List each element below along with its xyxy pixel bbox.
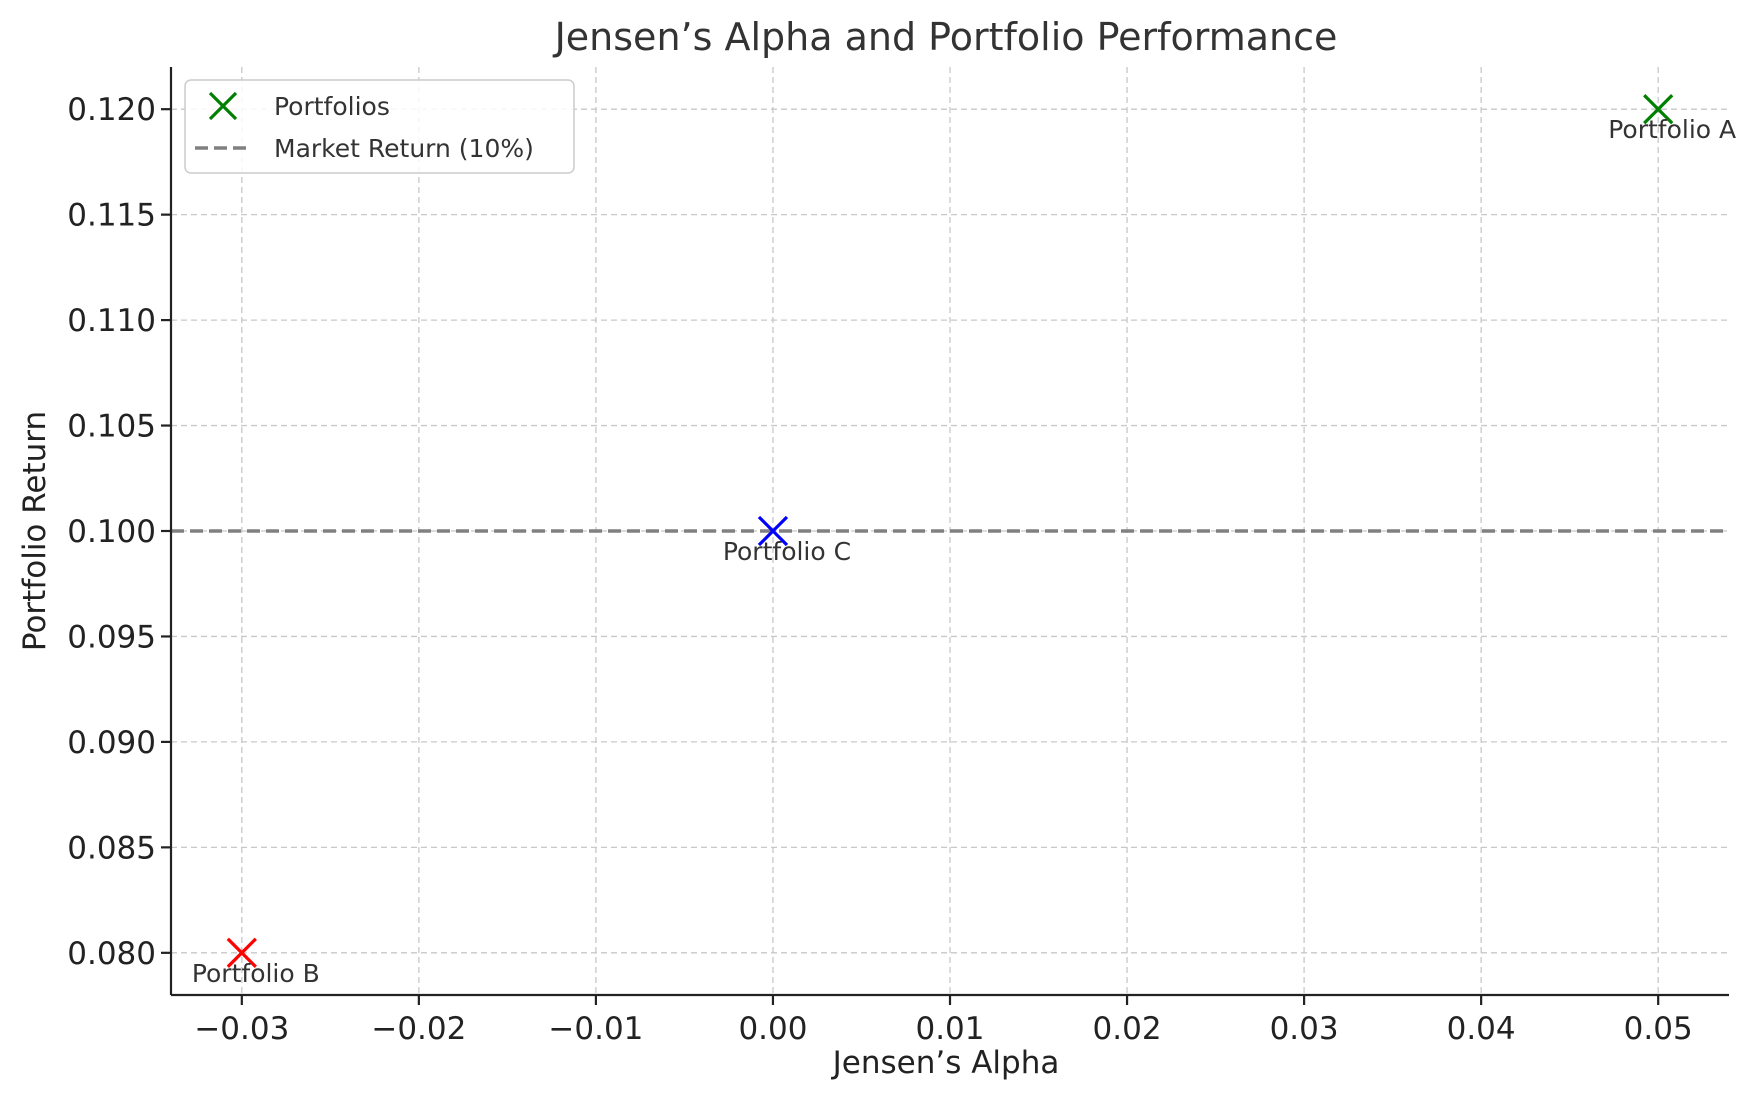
y-tick-label: 0.095 [67,619,156,655]
x-tick-label: −0.03 [194,1011,289,1047]
portfolio-a-marker [1643,94,1674,125]
x-tick-label: 0.02 [1093,1011,1162,1047]
legend-entry-label: Portfolios [274,92,390,121]
legend-x-icon [208,91,238,121]
y-tick-label: 0.115 [67,198,156,234]
portfolio-c-marker [757,515,789,547]
portfolio-c-label: Portfolio C [723,537,851,566]
legend: Portfolios Market Return (10%) [184,79,575,174]
data-points: Portfolio A Portfolio B Portfolio C [192,94,1736,988]
x-tick-label: −0.02 [371,1011,466,1047]
portfolio-b-label: Portfolio B [192,959,320,988]
x-tick-label: 0.05 [1624,1011,1693,1047]
y-tick-label: 0.105 [67,409,156,445]
y-tick-label: 0.085 [67,830,156,866]
x-tick-label: −0.01 [548,1011,643,1047]
x-axis-label: Jensen’s Alpha [831,1045,1060,1081]
y-tick-label: 0.080 [67,936,156,972]
legend-entry-label: Market Return (10%) [274,134,534,163]
axes [161,67,1729,1005]
portfolio-a-label: Portfolio A [1608,115,1736,144]
x-tick-label: 0.04 [1447,1011,1516,1047]
portfolio-b-marker [226,937,257,968]
x-tick-label: 0.03 [1270,1011,1339,1047]
x-tick-label: 0.01 [915,1011,984,1047]
chart-title: Jensen’s Alpha and Portfolio Performance [553,15,1338,59]
y-tick-label: 0.120 [67,92,156,128]
legend-box [184,79,575,174]
y-tick-label: 0.090 [67,725,156,761]
y-tick-label: 0.100 [67,514,156,550]
tick-labels: −0.03 −0.02 −0.01 0.00 0.01 0.02 0.03 0.04 0.05 0… [67,92,1692,1047]
y-axis-label: Portfolio Return [17,411,53,651]
x-tick-label: 0.00 [738,1011,807,1047]
y-tick-label: 0.110 [67,303,156,339]
